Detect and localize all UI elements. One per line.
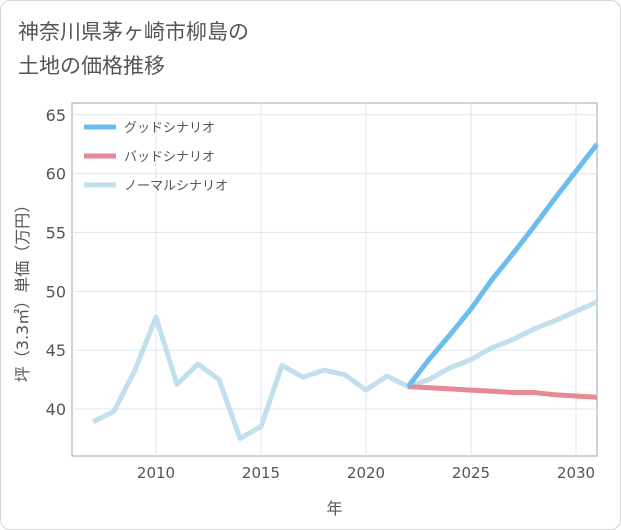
y-tick-label-50: 50 [46, 282, 66, 301]
series-line-1 [406, 142, 599, 389]
x-tick-label-2025: 2025 [452, 464, 490, 482]
chart-title: 神奈川県茅ヶ崎市柳島の 土地の価格推移 [18, 15, 378, 83]
legend-label-1: グッドシナリオ [124, 121, 215, 136]
y-tick-label-45: 45 [46, 341, 66, 360]
legend-label-3: ノーマルシナリオ [124, 179, 228, 194]
plot-area [71, 102, 598, 457]
x-tick-label-2010: 2010 [137, 464, 175, 482]
y-tick-label-40: 40 [46, 400, 66, 419]
series-lines [91, 142, 599, 441]
series-line-2 [407, 384, 598, 400]
axis-ticks: 2010 2015 2020 2025 2030 40 45 50 55 60 65 [46, 106, 595, 482]
chart-title-line-2: 土地の価格推移 [18, 54, 165, 78]
x-tick-label-2015: 2015 [242, 464, 280, 482]
y-tick-label-60: 60 [46, 165, 66, 184]
x-tick-label-2030: 2030 [557, 464, 595, 482]
y-tick-label-65: 65 [46, 106, 66, 125]
y-axis-label: 坪（3.3㎡）単価（万円） [13, 197, 32, 382]
x-tick-label-2020: 2020 [347, 464, 385, 482]
series-line-3 [91, 299, 599, 441]
legend-label-2: バッドシナリオ [124, 150, 215, 165]
plot-frame [71, 102, 598, 457]
grid-lines [72, 103, 597, 456]
y-tick-label-55: 55 [46, 223, 66, 242]
x-axis-label: 年 [326, 499, 342, 518]
chart-title-line-1: 神奈川県茅ヶ崎市柳島の [18, 20, 249, 44]
